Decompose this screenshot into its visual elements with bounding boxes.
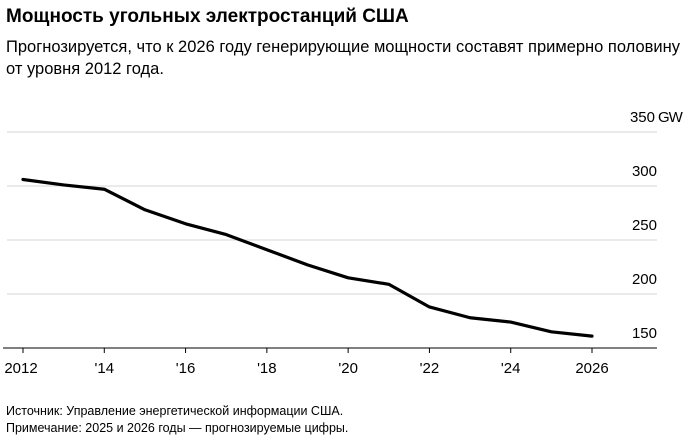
y-tick-label: 300 xyxy=(632,163,657,180)
line-chart: 150 200 250 300 350 GW 2012 '14 '16 '18 '20 '22 '24 2… xyxy=(3,109,685,377)
x-tick-label: '24 xyxy=(501,360,521,377)
y-tick-label: 150 xyxy=(632,325,657,342)
series-line xyxy=(21,177,594,338)
x-tick-label: 2012 xyxy=(4,360,37,377)
x-tick-label: '16 xyxy=(176,360,196,377)
y-tick-label: 350 xyxy=(630,109,655,126)
x-tick-label: '14 xyxy=(95,360,115,377)
x-tick-label: '22 xyxy=(420,360,440,377)
chart-subtitle: Прогнозируется, что к 2026 году генериру… xyxy=(6,38,681,78)
y-tick-label: 200 xyxy=(632,271,657,288)
x-tick-label: '18 xyxy=(257,360,277,377)
source-note: Источник: Управление энергетической инфо… xyxy=(6,404,344,418)
y-unit-label: GW xyxy=(658,109,684,126)
y-tick-label: 250 xyxy=(632,217,657,234)
footnote: Примечание: 2025 и 2026 годы — прогнозир… xyxy=(6,421,349,435)
x-tick-label: 2026 xyxy=(575,360,608,377)
chart-title: Мощность угольных электростанций США xyxy=(6,6,409,27)
x-tick-label: '20 xyxy=(338,360,358,377)
